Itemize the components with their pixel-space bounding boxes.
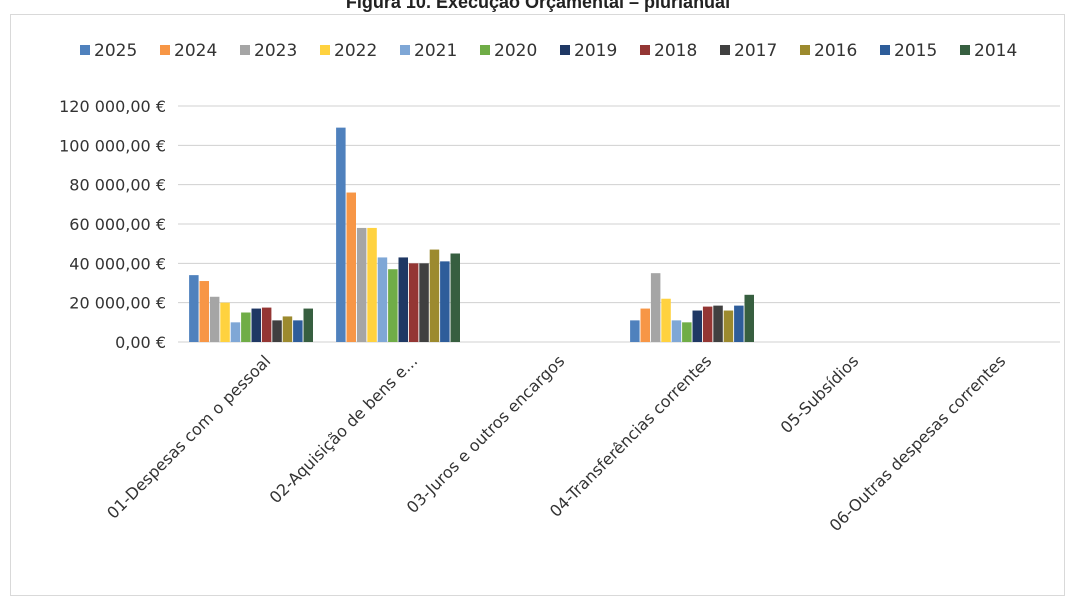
bar-2024 xyxy=(346,192,356,342)
bar-2025 xyxy=(630,320,640,342)
bar-2025 xyxy=(336,127,346,342)
bar-2017 xyxy=(419,263,429,342)
bar-2017 xyxy=(272,320,282,342)
legend-swatch-2021 xyxy=(400,45,410,55)
legend-label: 2014 xyxy=(974,41,1017,61)
x-category-label: 03-Juros e outros encargos xyxy=(403,351,569,517)
legend-label: 2015 xyxy=(894,41,937,61)
legend-swatch-2020 xyxy=(480,45,490,55)
bar-2022 xyxy=(661,298,671,342)
bar-2023 xyxy=(650,273,661,342)
chart-title: Figura 10. Execução Orçamental – plurian… xyxy=(345,0,731,12)
bar-2022 xyxy=(220,302,230,342)
bar-2019 xyxy=(251,308,261,342)
legend-label: 2024 xyxy=(174,41,217,61)
y-tick-label: 60 000,00 € xyxy=(69,215,166,234)
bar-2025 xyxy=(189,275,199,342)
bar-2019 xyxy=(692,310,702,342)
legend-swatch-2024 xyxy=(160,45,170,55)
x-category-label: 06-Outras despesas correntes xyxy=(826,351,1010,535)
bar-2021 xyxy=(230,322,241,342)
x-category-label: 02-Aquisição de bens e... xyxy=(266,351,422,507)
y-tick-label: 120 000,00 € xyxy=(59,97,166,116)
bar-2020 xyxy=(241,312,251,342)
bar-2021 xyxy=(671,320,682,342)
legend-label: 2020 xyxy=(494,41,537,61)
bar-2016 xyxy=(429,249,440,342)
bar-2015 xyxy=(440,261,450,342)
bar-2014 xyxy=(450,253,460,342)
bar-2017 xyxy=(713,305,723,342)
bar-2018 xyxy=(408,263,419,342)
x-category-label: 05-Subsídios xyxy=(777,351,863,437)
bar-2015 xyxy=(734,305,744,342)
bar-2014 xyxy=(744,294,754,342)
legend-swatch-2014 xyxy=(960,45,970,55)
legend-label: 2019 xyxy=(574,41,617,61)
legend-swatch-2019 xyxy=(560,45,570,55)
legend-label: 2025 xyxy=(94,41,137,61)
bar-2015 xyxy=(293,320,303,342)
y-tick-label: 0,00 € xyxy=(115,333,166,352)
legend-swatch-2018 xyxy=(640,45,650,55)
bar-2020 xyxy=(388,269,398,342)
x-category-label: 01-Despesas com o pessoal xyxy=(103,351,274,522)
bar-2024 xyxy=(640,308,650,342)
bar-2021 xyxy=(377,257,388,342)
legend-label: 2021 xyxy=(414,41,457,61)
legend-label: 2018 xyxy=(654,41,697,61)
bar-2016 xyxy=(723,310,734,342)
bar-2014 xyxy=(303,308,313,342)
bar-2023 xyxy=(209,296,220,342)
legend-label: 2022 xyxy=(334,41,377,61)
y-tick-label: 40 000,00 € xyxy=(69,254,166,273)
legend-swatch-2017 xyxy=(720,45,730,55)
legend-swatch-2016 xyxy=(800,45,810,55)
legend-label: 2017 xyxy=(734,41,777,61)
y-tick-label: 20 000,00 € xyxy=(69,294,166,313)
legend-swatch-2022 xyxy=(320,45,330,55)
chart-frame xyxy=(10,14,1065,596)
legend-label: 2023 xyxy=(254,41,297,61)
legend-swatch-2025 xyxy=(80,45,90,55)
legend-swatch-2023 xyxy=(240,45,250,55)
bar-2023 xyxy=(356,227,367,342)
bar-2018 xyxy=(702,306,713,342)
y-tick-label: 100 000,00 € xyxy=(59,136,166,155)
bar-2022 xyxy=(367,227,377,342)
bar-2016 xyxy=(282,316,293,342)
legend-label: 2016 xyxy=(814,41,857,61)
x-category-label: 04-Transferências correntes xyxy=(546,351,715,520)
legend-swatch-2015 xyxy=(880,45,890,55)
y-tick-label: 80 000,00 € xyxy=(69,176,166,195)
bar-2024 xyxy=(199,281,209,342)
bar-2019 xyxy=(398,257,408,342)
bar-2020 xyxy=(682,322,692,342)
bar-2018 xyxy=(261,307,272,342)
